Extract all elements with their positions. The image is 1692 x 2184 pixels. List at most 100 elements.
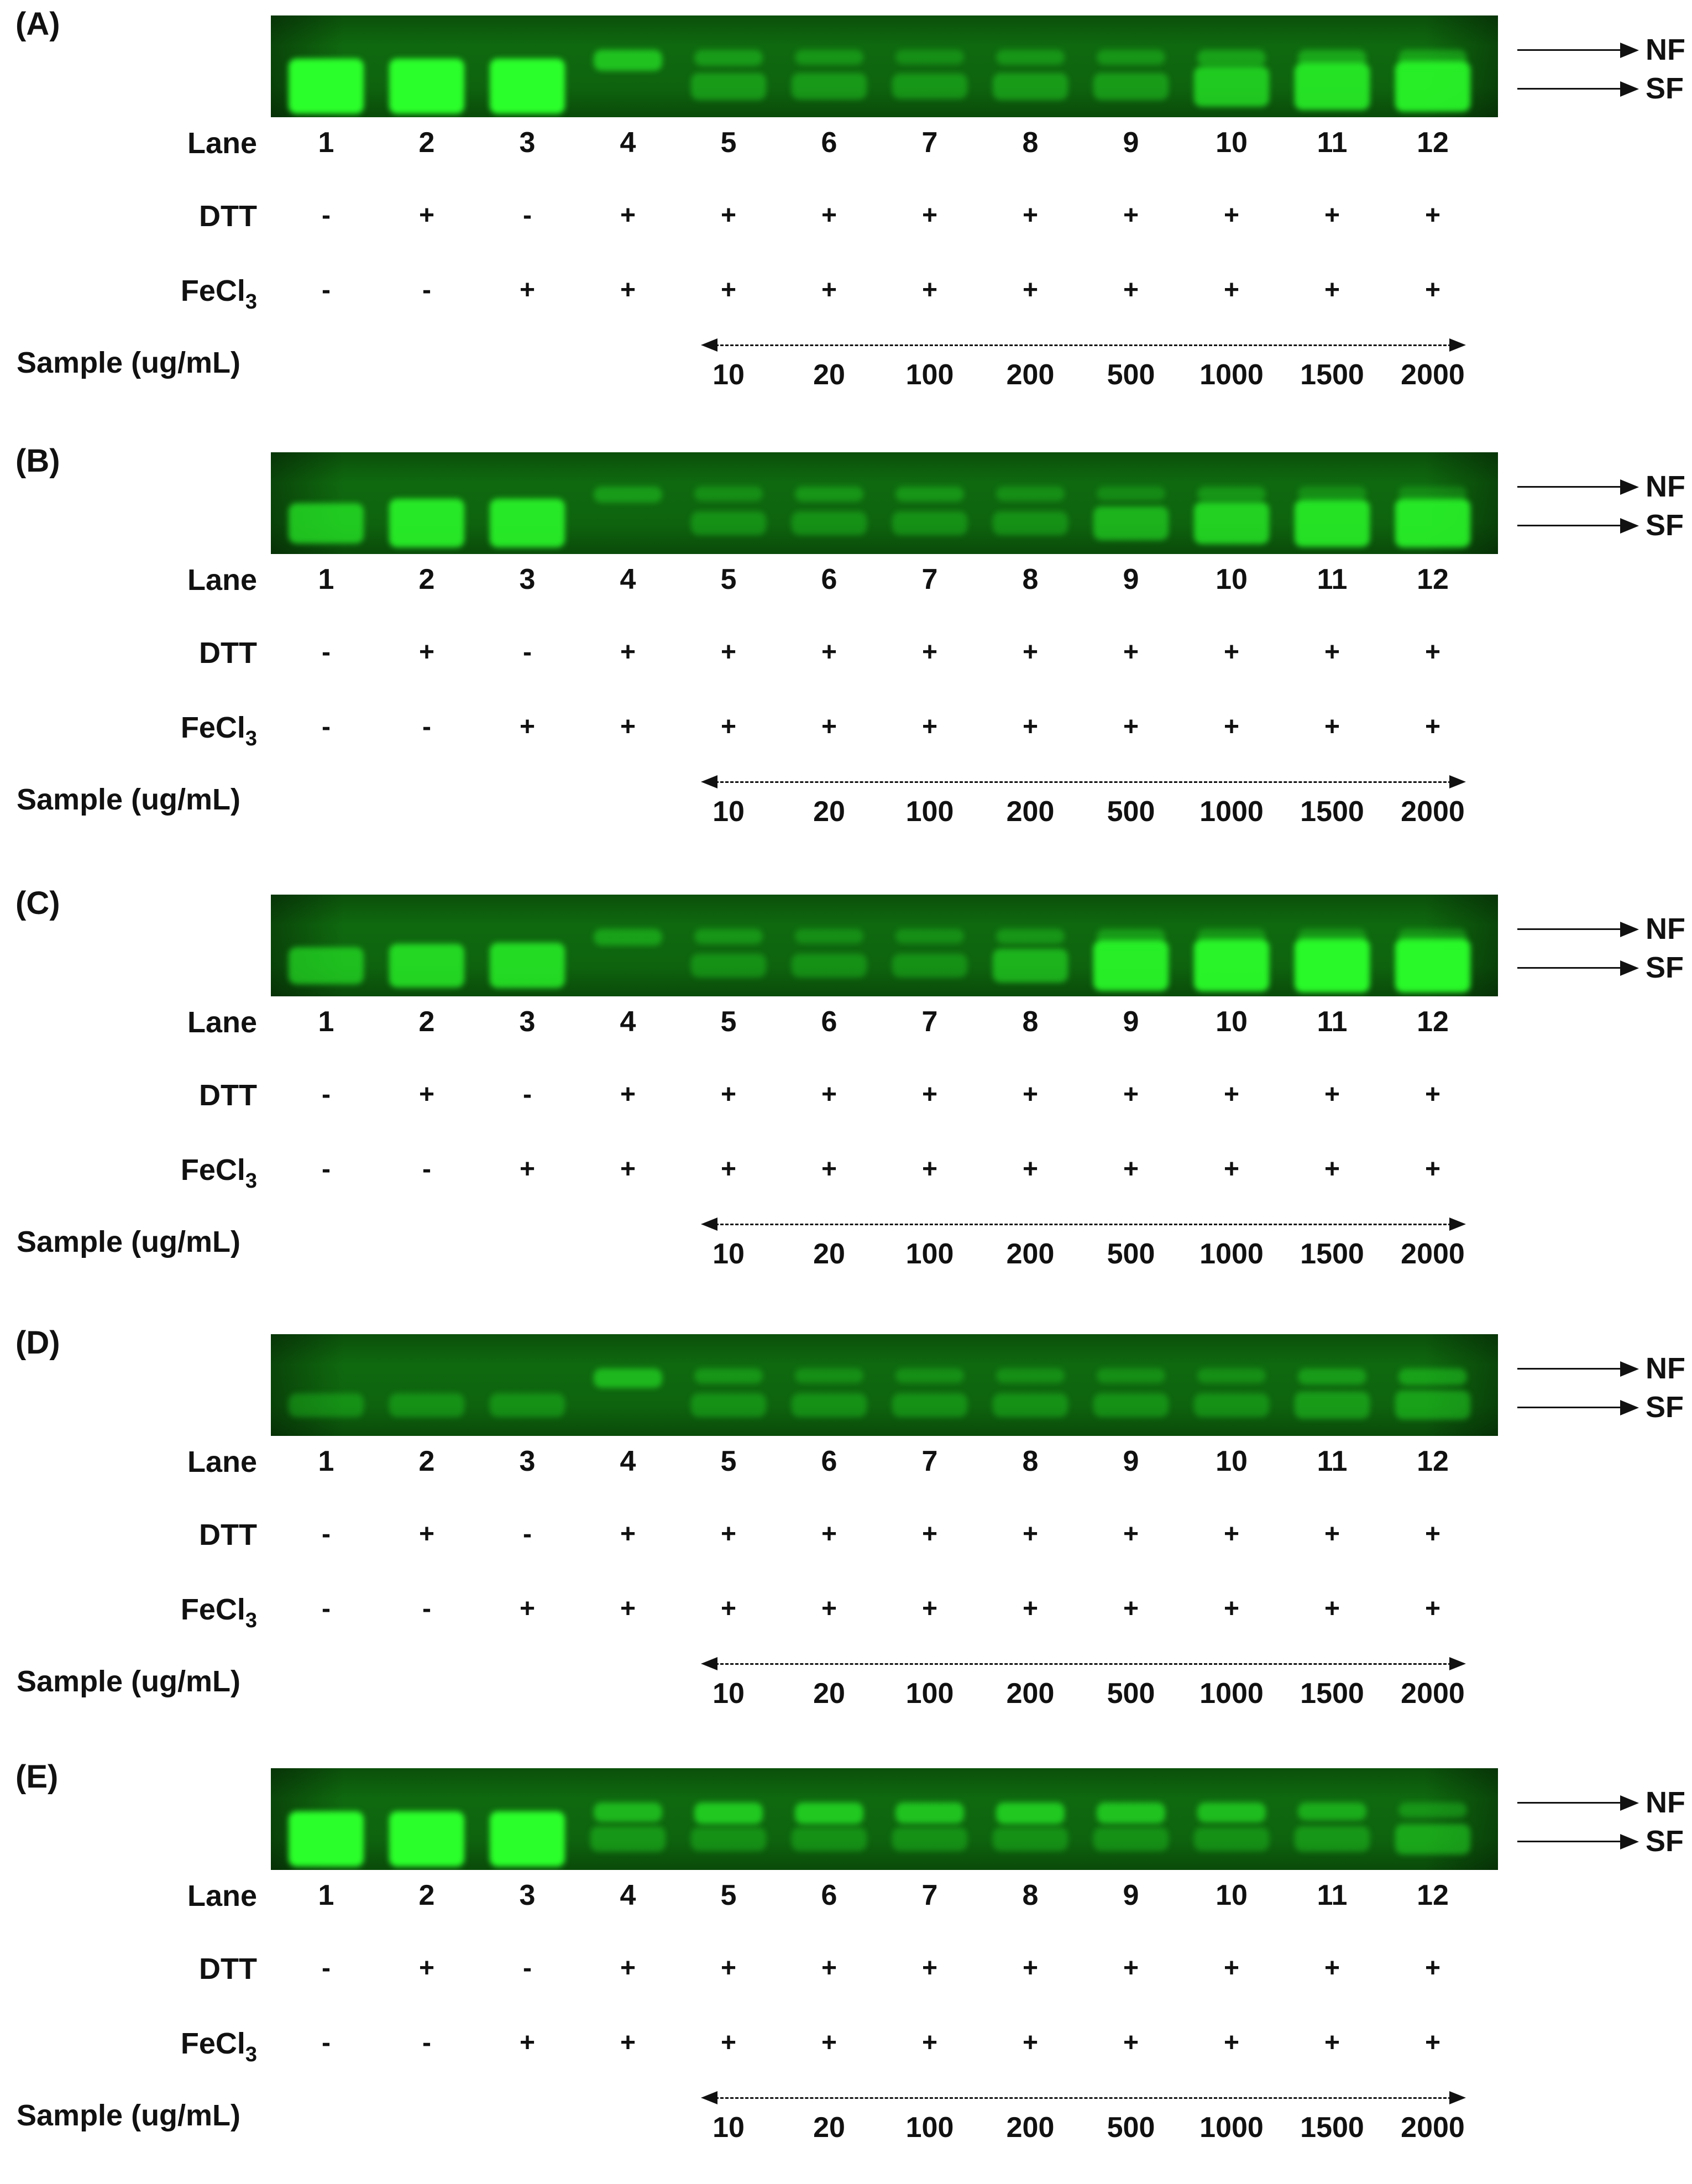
nf-band (996, 50, 1065, 65)
fecl3-value: + (1223, 275, 1240, 305)
arrow-head-icon (1620, 922, 1639, 937)
dtt-value: + (1022, 638, 1039, 667)
sf-band (1295, 938, 1370, 992)
arrow-line (1517, 1841, 1622, 1842)
lane-number: 5 (720, 127, 737, 159)
concentration-value: 10 (713, 1238, 745, 1270)
dtt-value: + (1223, 1953, 1240, 1983)
sf-band (892, 953, 967, 978)
sf-band (1093, 940, 1169, 991)
nf-band (1197, 1368, 1266, 1383)
dtt-value: + (1123, 201, 1139, 230)
gel-panel: (C) NF SF Lane DTT FeCl3 Sample (ug/mL) 1- -2 + -3… (0, 879, 1692, 1310)
nf-band (895, 1802, 964, 1824)
sf-band (490, 943, 565, 988)
sf-band (1093, 1393, 1169, 1417)
fecl3-value: + (519, 2028, 536, 2057)
sf-band (792, 1393, 867, 1417)
nf-band (895, 1368, 964, 1383)
lane-number: 11 (1317, 1879, 1348, 1911)
sf-arrow: SF (1517, 1825, 1684, 1858)
arrow-left-icon (701, 1657, 717, 1670)
dtt-row-label: DTT (199, 636, 257, 670)
nf-band (594, 929, 662, 945)
sample-row-label: Sample (ug/mL) (17, 346, 241, 379)
dtt-value: + (1324, 1080, 1340, 1109)
fecl3-value: + (1123, 1594, 1139, 1623)
lane-number: 6 (821, 1879, 837, 1911)
lane-number: 7 (921, 563, 938, 595)
fecl3-value: + (1022, 2028, 1039, 2057)
lane-number: 12 (1417, 127, 1449, 159)
gel-vignette (271, 1768, 1498, 1870)
dtt-value: + (720, 1519, 737, 1549)
fecl3-value: + (1324, 2028, 1340, 2057)
arrow-line (1517, 525, 1622, 526)
fecl3-text: FeCl (180, 2027, 245, 2060)
concentration-value: 100 (905, 796, 954, 828)
dtt-value: + (1022, 1080, 1039, 1109)
nf-label: NF (1646, 33, 1685, 66)
fecl3-value: + (1123, 712, 1139, 741)
lane-number: 2 (418, 1879, 435, 1911)
dtt-value: + (720, 1953, 737, 1983)
dtt-value: + (921, 1080, 938, 1109)
fecl3-value: + (1324, 275, 1340, 305)
fecl3-row-label: FeCl3 (91, 274, 257, 314)
dtt-row-label: DTT (199, 200, 257, 233)
fecl3-value: + (1324, 712, 1340, 741)
nf-band (594, 50, 662, 71)
sf-band (993, 511, 1068, 535)
dtt-row-label: DTT (199, 1518, 257, 1551)
sf-band (289, 947, 364, 984)
fecl3-subscript: 3 (245, 2043, 257, 2066)
lane-number: 9 (1123, 127, 1139, 159)
nf-band (1197, 1802, 1266, 1823)
dtt-value: - (322, 1080, 331, 1109)
lane-number: 1 (318, 1445, 334, 1477)
dtt-value: + (1424, 638, 1441, 667)
dtt-value: + (1123, 1953, 1139, 1983)
nf-label: NF (1646, 1786, 1685, 1819)
gel-image (271, 452, 1498, 554)
fecl3-value: + (1424, 275, 1441, 305)
nf-band (1097, 1368, 1165, 1383)
fecl3-value: + (1022, 275, 1039, 305)
nf-band (795, 1802, 863, 1824)
dtt-value: + (1324, 201, 1340, 230)
sf-band (1194, 1827, 1269, 1851)
sf-band (792, 73, 867, 100)
arrow-right-icon (1449, 338, 1466, 352)
lane-number: 4 (620, 127, 636, 159)
arrow-right-icon (1449, 775, 1466, 788)
sf-band (993, 948, 1068, 983)
sf-band (490, 499, 565, 547)
fecl3-value: + (821, 1154, 837, 1184)
sf-band (1194, 939, 1269, 991)
dtt-value: + (1324, 1953, 1340, 1983)
sf-band (993, 72, 1068, 100)
concentration-value: 10 (713, 359, 745, 391)
sf-band (289, 503, 364, 544)
gel-image (271, 15, 1498, 117)
arrow-right-icon (1449, 1218, 1466, 1231)
gel-panel: (E) NF SF Lane DTT FeCl3 Sample (ug/mL) 1- -2 + -3… (0, 1753, 1692, 2184)
fecl3-value: + (1022, 712, 1039, 741)
nf-arrow: NF (1517, 470, 1685, 503)
concentration-value: 20 (813, 1678, 845, 1710)
dtt-value: + (1223, 638, 1240, 667)
dtt-value: + (620, 1519, 636, 1549)
dtt-value: + (1424, 1953, 1441, 1983)
dtt-value: + (821, 1953, 837, 1983)
arrow-head-icon (1620, 518, 1639, 534)
panel-label: (E) (15, 1759, 59, 1795)
sf-arrow: SF (1517, 1391, 1684, 1424)
lane-number: 4 (620, 1445, 636, 1477)
concentration-value: 20 (813, 1238, 845, 1270)
lane-number: 2 (418, 563, 435, 595)
sf-label: SF (1646, 1825, 1684, 1858)
fecl3-value: + (1022, 1594, 1039, 1623)
fecl3-value: + (1022, 1154, 1039, 1184)
sf-band (691, 953, 766, 978)
nf-band (1197, 50, 1266, 66)
